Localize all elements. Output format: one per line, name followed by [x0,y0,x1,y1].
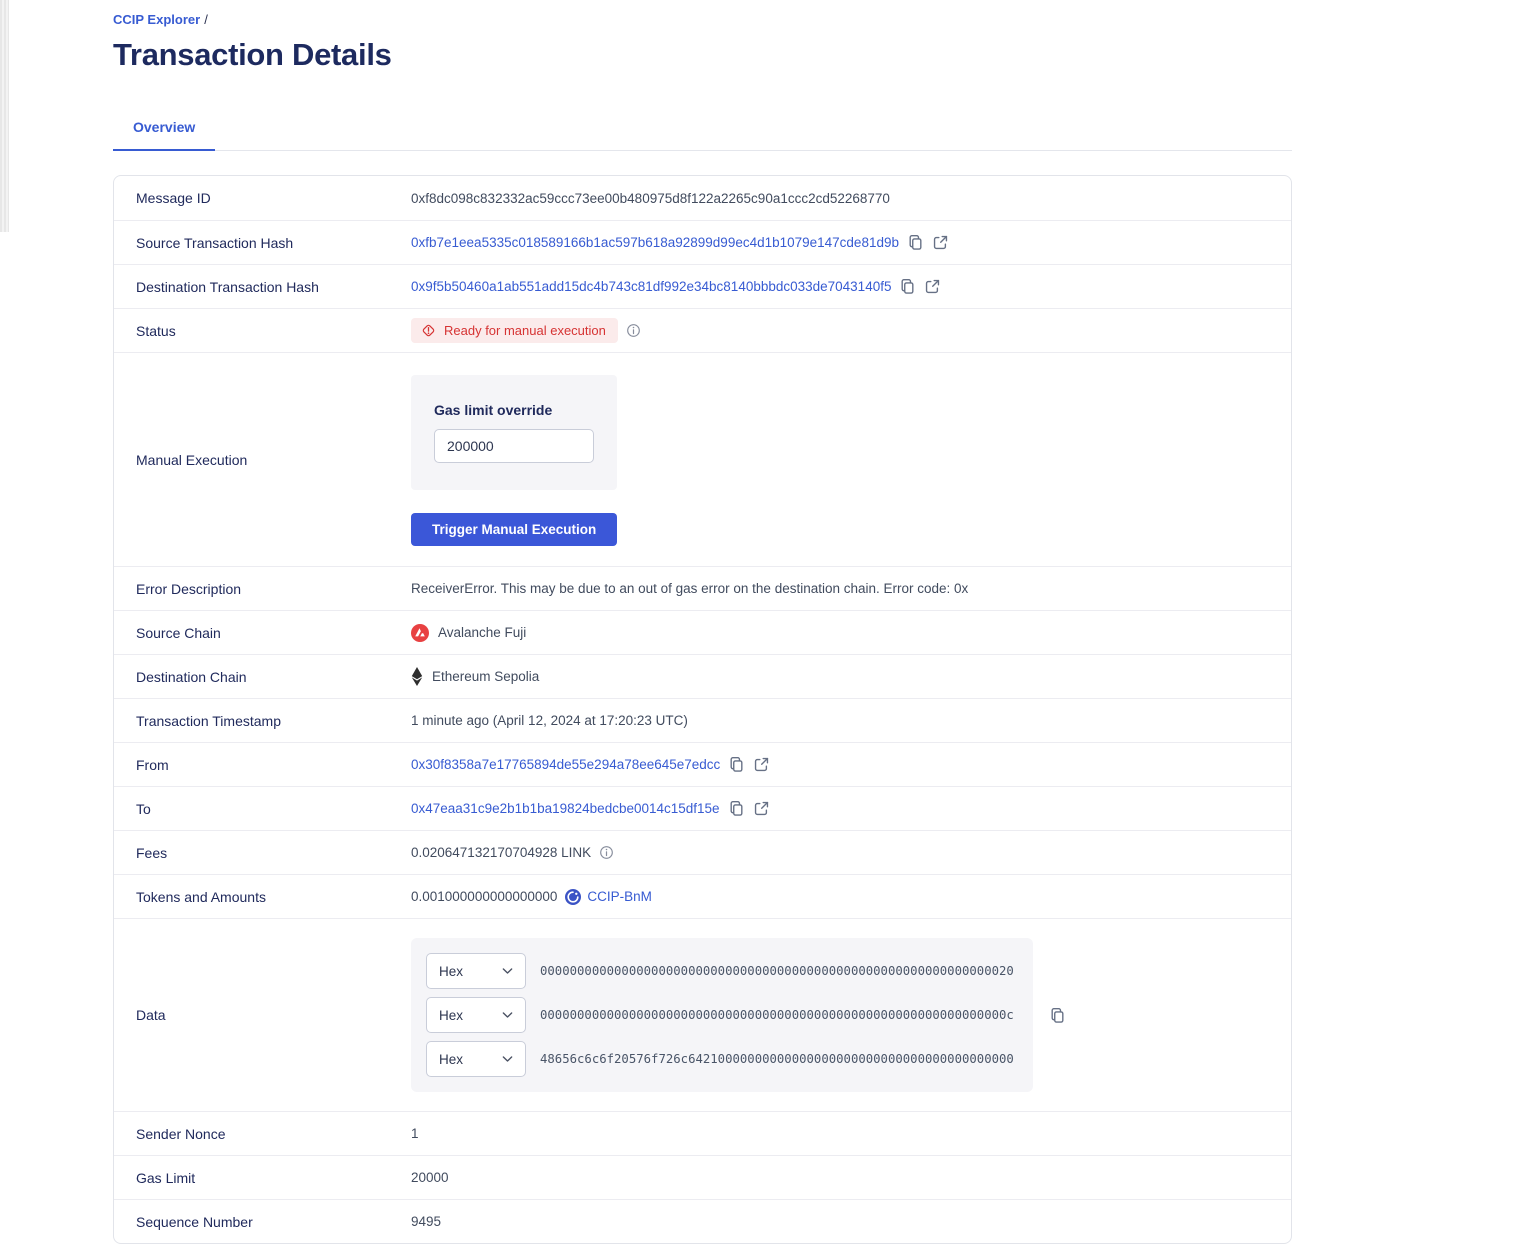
row-from: From 0x30f8358a7e17765894de55e294a78ee64… [114,742,1291,786]
hex-format-selected-value: Hex [439,1007,464,1023]
message-id-label: Message ID [136,190,211,206]
data-label: Data [136,1007,166,1023]
source-tx-hash-link[interactable]: 0xfb7e1eea5335c018589166b1ac597b618a9289… [411,235,899,250]
dest-tx-hash-label: Destination Transaction Hash [136,278,319,295]
to-address-link[interactable]: 0x47eaa31c9e2b1b1ba19824bedcbe0014c15df1… [411,801,720,816]
external-link-icon[interactable] [932,234,949,251]
row-sequence-number: Sequence Number 9495 [114,1199,1291,1243]
to-label: To [136,800,151,817]
sender-nonce-value: 1 [411,1126,419,1141]
copy-icon[interactable] [1049,1007,1066,1024]
details-card: Message ID 0xf8dc098c832332ac59ccc73ee00… [113,175,1292,1244]
tab-overview[interactable]: Overview [113,109,216,151]
copy-icon[interactable] [728,756,745,773]
hex-format-select[interactable]: Hex [426,997,526,1033]
external-link-icon[interactable] [753,800,770,817]
breadcrumb: CCIP Explorer / [113,12,1292,27]
breadcrumb-ccip-explorer-link[interactable]: CCIP Explorer [113,12,201,27]
timestamp-label: Transaction Timestamp [136,712,281,729]
data-hex-value: 0000000000000000000000000000000000000000… [540,1008,1014,1022]
source-chain-label: Source Chain [136,624,221,641]
data-hex-value: 48656c6c6f20576f726c64210000000000000000… [540,1052,1014,1066]
row-to: To 0x47eaa31c9e2b1b1ba19824bedcbe0014c15… [114,786,1291,830]
tab-bar: Overview [113,109,1292,151]
token-amount-value: 0.001000000000000000 [411,889,558,904]
info-icon[interactable] [626,323,641,338]
sequence-number-label: Sequence Number [136,1213,253,1230]
row-sender-nonce: Sender Nonce 1 [114,1111,1291,1155]
data-panel: Hex 000000000000000000000000000000000000… [411,938,1033,1092]
data-line-3: Hex 48656c6c6f20576f726c6421000000000000… [426,1041,1018,1077]
error-description-value: ReceiverError. This may be due to an out… [411,581,969,596]
error-description-label: Error Description [136,580,242,597]
fees-value: 0.020647132170704928 LINK [411,845,592,860]
alert-diamond-icon [422,324,435,337]
message-id-value: 0xf8dc098c832332ac59ccc73ee00b480975d8f1… [411,190,890,206]
dest-tx-hash-link[interactable]: 0x9f5b50460a1ab551add15dc4b743c81df992e3… [411,279,892,294]
row-source-tx-hash: Source Transaction Hash 0xfb7e1eea5335c0… [114,220,1291,264]
chevron-down-icon [502,968,513,974]
fees-label: Fees [136,844,168,861]
hex-format-selected-value: Hex [439,1051,464,1067]
info-icon[interactable] [599,845,614,860]
hex-format-selected-value: Hex [439,963,464,979]
status-label: Status [136,322,176,339]
from-address-link[interactable]: 0x30f8358a7e17765894de55e294a78ee645e7ed… [411,757,721,772]
dest-chain-label: Destination Chain [136,668,247,685]
gas-limit-label: Gas Limit [136,1169,196,1186]
page-title: Transaction Details [113,37,392,72]
source-chain-value: Avalanche Fuji [438,625,527,640]
hex-format-select[interactable]: Hex [426,953,526,989]
ethereum-icon [411,667,423,686]
row-tokens-amounts: Tokens and Amounts 0.001000000000000000 … [114,874,1291,918]
gas-limit-value: 20000 [411,1170,449,1185]
token-ccip-bnm-link[interactable]: CCIP-BnM [587,889,652,904]
transaction-details-page: CCIP Explorer / Transaction Details Overv… [113,0,1292,1244]
row-source-chain: Source Chain Avalanche Fuji [114,610,1291,654]
left-edge-artifact [0,0,9,232]
row-data: Data Hex 0000000000000000000000000000000… [114,918,1291,1111]
status-badge: Ready for manual execution [411,318,618,343]
gas-limit-override-label: Gas limit override [434,402,553,418]
chevron-down-icon [502,1012,513,1018]
status-badge-text: Ready for manual execution [444,323,606,338]
copy-icon[interactable] [728,800,745,817]
tokens-amounts-label: Tokens and Amounts [136,888,266,905]
copy-icon[interactable] [899,278,916,295]
row-timestamp: Transaction Timestamp 1 minute ago (Apri… [114,698,1291,742]
sequence-number-value: 9495 [411,1214,442,1229]
row-gas-limit: Gas Limit 20000 [114,1155,1291,1199]
external-link-icon[interactable] [924,278,941,295]
external-link-icon[interactable] [753,756,770,773]
dest-chain-value: Ethereum Sepolia [432,669,540,684]
breadcrumb-separator: / [204,12,208,27]
row-fees: Fees 0.020647132170704928 LINK [114,830,1291,874]
trigger-manual-execution-button[interactable]: Trigger Manual Execution [411,513,618,546]
avalanche-icon [411,623,429,642]
gas-limit-override-input[interactable] [434,429,594,463]
row-error-description: Error Description ReceiverError. This ma… [114,566,1291,610]
row-manual-execution: Manual Execution Gas limit override Trig… [114,352,1291,566]
hex-format-select[interactable]: Hex [426,1041,526,1077]
row-dest-chain: Destination Chain Ethereum Sepolia [114,654,1291,698]
gas-limit-override-panel: Gas limit override [411,375,617,490]
ccip-bnm-token-icon [565,888,582,905]
copy-icon[interactable] [907,234,924,251]
row-message-id: Message ID 0xf8dc098c832332ac59ccc73ee00… [114,176,1291,220]
row-dest-tx-hash: Destination Transaction Hash 0x9f5b50460… [114,264,1291,308]
data-line-2: Hex 000000000000000000000000000000000000… [426,997,1018,1033]
sender-nonce-label: Sender Nonce [136,1125,226,1142]
source-tx-hash-label: Source Transaction Hash [136,234,294,251]
row-status: Status Ready for manual execution [114,308,1291,352]
timestamp-value: 1 minute ago (April 12, 2024 at 17:20:23… [411,713,688,728]
data-line-1: Hex 000000000000000000000000000000000000… [426,953,1018,989]
manual-execution-label: Manual Execution [136,451,248,468]
from-label: From [136,756,169,773]
chevron-down-icon [502,1056,513,1062]
data-hex-value: 0000000000000000000000000000000000000000… [540,964,1014,978]
